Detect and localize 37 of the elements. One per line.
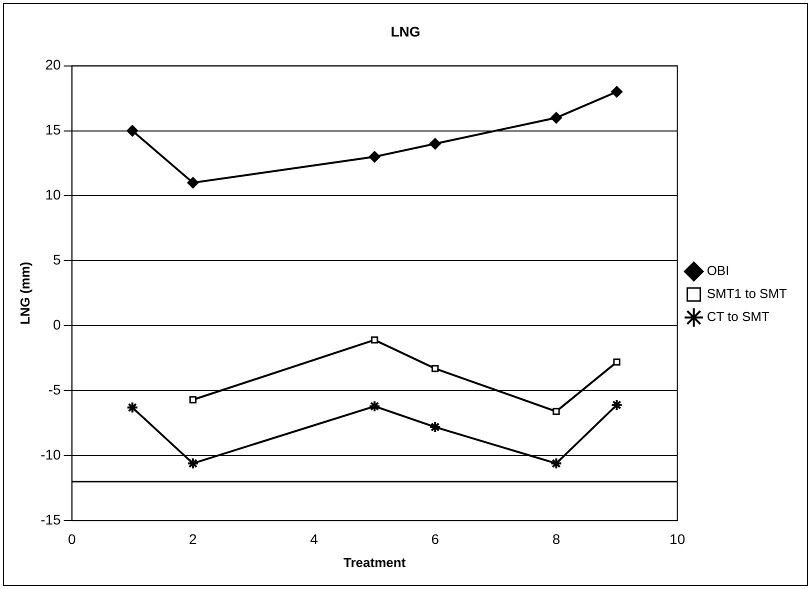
point xyxy=(550,112,562,124)
point xyxy=(368,400,381,412)
x-tick-label: 4 xyxy=(310,530,318,547)
y-tick-label: -10 xyxy=(40,446,62,462)
legend-label: CT to SMT xyxy=(706,309,770,324)
x-tick-label: 10 xyxy=(670,530,686,547)
y-tick-label: -15 xyxy=(40,511,62,528)
legend-label: OBI xyxy=(706,263,730,278)
point xyxy=(371,336,378,344)
legend-label: SMT1 to SMT xyxy=(706,286,788,302)
y-axis-title: LNG (mm) xyxy=(17,262,32,325)
point xyxy=(613,358,620,366)
y-tick-label: 20 xyxy=(45,56,62,73)
point xyxy=(610,398,623,411)
x-tick-label: 2 xyxy=(189,530,198,547)
point xyxy=(189,396,197,404)
y-tick-label: -5 xyxy=(48,382,62,398)
point xyxy=(552,408,560,416)
point xyxy=(186,457,199,470)
x-tick-label: 6 xyxy=(431,530,440,547)
point xyxy=(550,457,562,470)
point xyxy=(126,125,138,137)
y-tick-label: 10 xyxy=(45,186,62,203)
point xyxy=(126,402,138,414)
x-tick-label: 8 xyxy=(552,530,560,547)
y-tick-label: 15 xyxy=(45,122,62,138)
y-tick-label: 0 xyxy=(53,316,62,333)
x-axis-title: Treatment xyxy=(344,554,406,570)
point xyxy=(429,138,441,150)
point xyxy=(429,421,442,434)
point xyxy=(432,364,439,372)
point xyxy=(368,151,380,163)
x-tick-label: 0 xyxy=(68,530,76,547)
point xyxy=(611,86,623,98)
chart-title: LNG xyxy=(390,23,420,40)
y-tick-label: 5 xyxy=(53,252,62,268)
point xyxy=(187,177,199,188)
